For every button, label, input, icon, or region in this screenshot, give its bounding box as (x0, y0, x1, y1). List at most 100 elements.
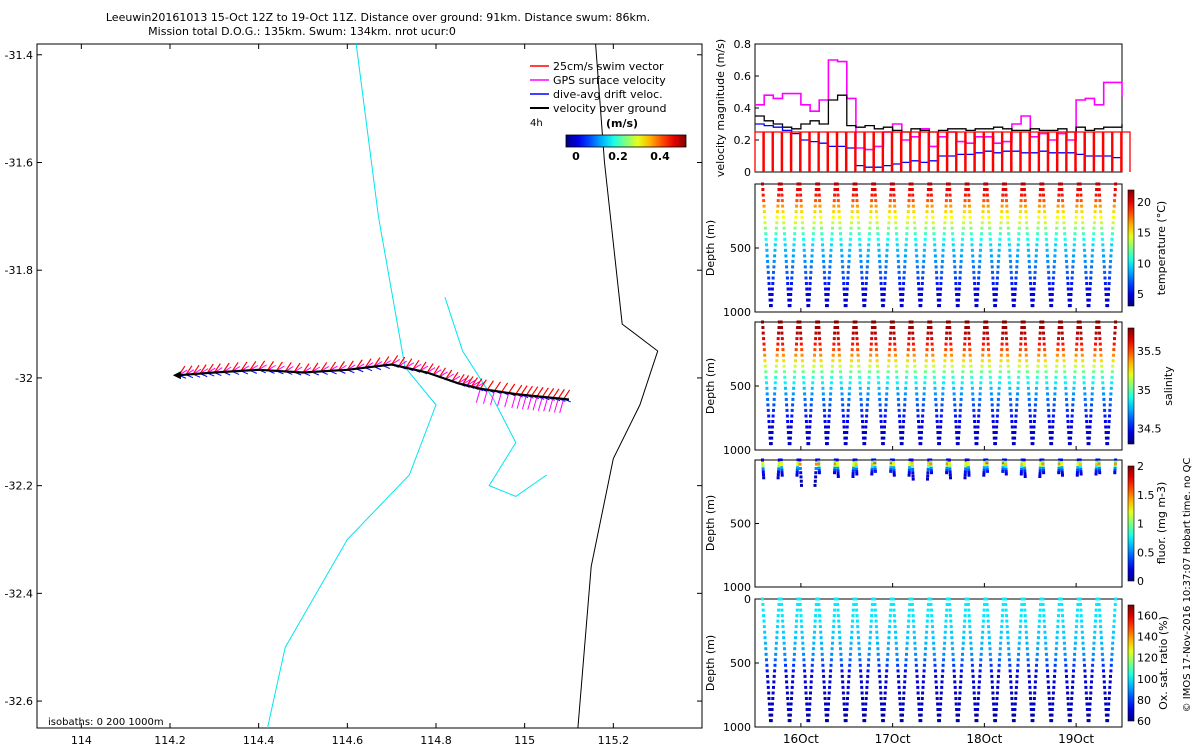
oxygen-sample (1048, 713, 1052, 717)
oxygen-sample (1017, 647, 1021, 651)
salinity-sample (898, 414, 901, 418)
salinity-sample (988, 364, 992, 368)
temperature-sample (861, 293, 865, 296)
oxygen-sample (837, 625, 841, 629)
temperature-sample (833, 188, 837, 191)
temperature-sample (1024, 204, 1027, 208)
salinity-sample (992, 436, 996, 440)
oxygen-sample (933, 663, 937, 667)
fluorescence-sample (817, 464, 821, 468)
salinity-sample (864, 425, 868, 429)
temperature-sample (908, 182, 912, 186)
fluorescence-sample (777, 461, 781, 465)
swim-vector (258, 360, 266, 371)
oxygen-sample (763, 636, 767, 640)
temperature-sample (823, 276, 827, 280)
temperature-sample (967, 199, 971, 203)
temperature-sample (961, 226, 965, 230)
oxygen-sample (1026, 663, 1030, 667)
temperature-sample (912, 210, 916, 214)
temperature-sample (1111, 226, 1115, 230)
salinity-sample (873, 320, 877, 324)
oxygen-sample (1088, 708, 1092, 711)
oxygen-sample (870, 614, 874, 618)
temperature-sample (847, 259, 851, 263)
oxygen-sample (876, 641, 879, 645)
oxygen-sample (1099, 625, 1103, 629)
salinity-sample (886, 370, 890, 374)
salinity-sample (866, 397, 870, 401)
velocity-ytick-label-4: 0.8 (734, 38, 752, 51)
temperature-sample (854, 188, 858, 191)
oxygen-sample (917, 697, 920, 700)
oxygen-sample (1033, 691, 1037, 695)
temperature-sample (777, 193, 781, 197)
temperature-sample (1084, 276, 1088, 280)
salinity-sample (884, 408, 888, 412)
oxygen-sample (1030, 713, 1034, 717)
temperature-sample (1020, 182, 1024, 186)
salinity-sample (766, 403, 770, 407)
oxygen-sample (783, 647, 786, 651)
temperature-sample (990, 259, 994, 263)
salinity-sample (822, 408, 826, 412)
salinity-sample (924, 370, 927, 374)
salinity-sample (864, 431, 867, 434)
salinity-sample (910, 326, 914, 329)
fluorescence-sample (1097, 462, 1101, 466)
salinity-sample (798, 320, 802, 324)
fluorescence-sample (871, 460, 875, 464)
fluorescence-sample (1097, 458, 1101, 462)
oxygen-sample (791, 669, 795, 673)
fluorescence-sample (833, 458, 837, 462)
temperature-sample (864, 282, 868, 285)
oxygen-sample (852, 603, 856, 606)
oxygen-sample (1083, 674, 1087, 678)
temperature-sample (811, 243, 815, 247)
swim-vector (536, 386, 544, 397)
salinity-sample (1108, 414, 1111, 418)
temperature-sample (769, 304, 773, 308)
temperature-sample (883, 276, 887, 280)
salinity-sample (951, 375, 955, 379)
salinity-sample (801, 370, 805, 374)
temperature-sample (879, 282, 883, 285)
temperature-sample (976, 287, 980, 291)
temperature-sample (918, 298, 922, 302)
temperature-sample (915, 265, 919, 269)
temperature-sample (1062, 221, 1066, 225)
fluorescence-sample (1041, 467, 1045, 470)
oxygen-sample (895, 647, 899, 651)
oxygen-sample (982, 614, 986, 618)
temperature-sample (1050, 304, 1054, 308)
salinity-sample (856, 348, 860, 352)
oxygen-sample (774, 652, 778, 656)
fluorescence-sample (1001, 460, 1005, 464)
salinity-sample (788, 436, 792, 440)
oxygen-sample (766, 680, 770, 684)
oxygen-sample (997, 663, 1001, 667)
temperature-sample (1024, 210, 1028, 214)
oxygen-sample (1081, 641, 1085, 645)
temperature-sample (869, 215, 873, 219)
map-colorbar (565, 134, 687, 148)
salinity-sample (1061, 348, 1065, 352)
salinity-sample (1113, 326, 1117, 329)
temperature-sample (1025, 221, 1029, 225)
track-line (178, 363, 570, 401)
fluorescence-sample (1004, 467, 1008, 471)
oxygen-sample (889, 608, 893, 612)
temperature-sample (817, 188, 821, 191)
oxygen-sample (985, 597, 989, 601)
temperature-sample (770, 293, 774, 296)
oxygen-sample (863, 719, 867, 723)
temperature-sample (966, 188, 970, 191)
oxygen-sample (821, 658, 824, 662)
oxygen-sample (918, 713, 922, 717)
salinity-sample (1073, 364, 1077, 368)
salinity-sample (875, 353, 879, 357)
oxygen-sample (823, 697, 827, 700)
fluorescence-sample (1039, 464, 1042, 467)
temperature-sample (1043, 215, 1047, 219)
salinity-sample (1070, 414, 1074, 418)
